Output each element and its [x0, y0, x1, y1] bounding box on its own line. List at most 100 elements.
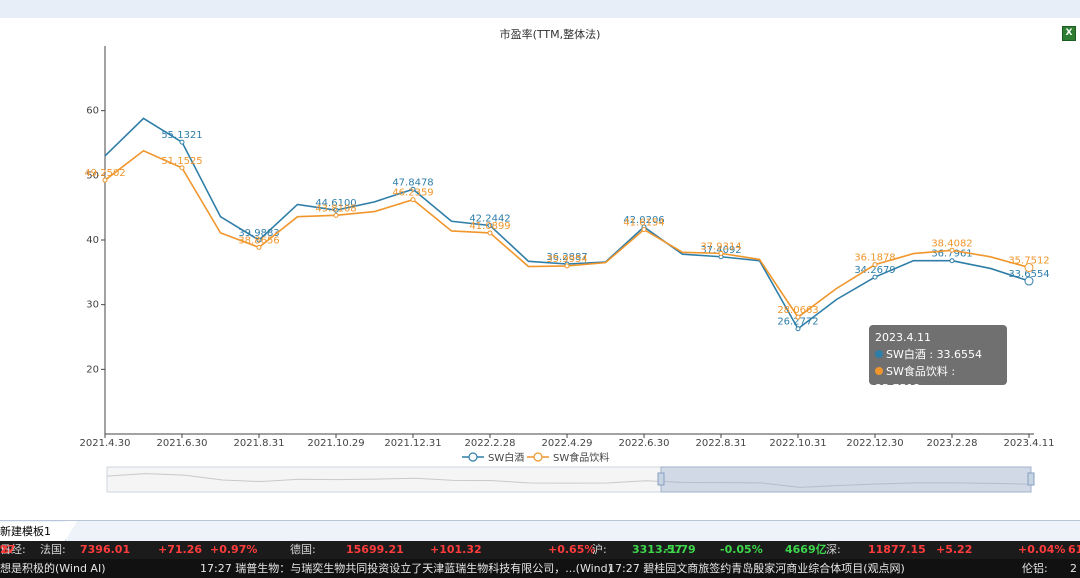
data-label: 47.8478: [392, 177, 433, 188]
ticker-item: 深:: [826, 543, 841, 556]
data-point: [795, 326, 801, 332]
data-label: 51.1525: [161, 156, 202, 167]
data-label: 42.0206: [623, 215, 664, 226]
data-point: [410, 186, 416, 192]
data-label: 28.0663: [777, 305, 818, 316]
data-point: [487, 230, 493, 236]
news-item[interactable]: 17:27 碧桂园文商旅签约青岛殷家河商业综合体项目(观点网): [608, 562, 905, 575]
data-point: [872, 274, 878, 280]
ticker-item: 7396.01: [80, 543, 131, 556]
tooltip-row-name: SW食品饮料: [886, 365, 948, 378]
data-label: 26.2772: [777, 317, 818, 328]
x-tick-label: 2021.10.29: [307, 438, 364, 449]
data-point: [179, 139, 185, 145]
data-point: [256, 244, 262, 250]
data-label: 42.2442: [469, 213, 510, 224]
news-item[interactable]: 伦铝:: [1022, 562, 1048, 575]
ticker-item: 4669亿: [785, 543, 827, 556]
tooltip-row-baijiu: SW白酒 : 33.6554: [875, 346, 1001, 363]
data-point: [795, 314, 801, 320]
data-label: 43.8108: [315, 203, 356, 214]
data-point: [564, 263, 570, 269]
legend-marker: [468, 452, 478, 462]
zoom-handle-right: [1027, 472, 1035, 486]
data-label: 38.4082: [931, 238, 972, 249]
ticker-item: 德国:: [290, 543, 316, 556]
data-label: 44.6100: [315, 198, 356, 209]
tab-template-1[interactable]: 新建模板1: [0, 521, 77, 542]
data-point: [718, 250, 724, 256]
data-label: 35.9954: [546, 254, 587, 265]
data-point: [1024, 262, 1034, 272]
data-point: [333, 212, 339, 218]
data-label: 41.6154: [623, 218, 664, 229]
x-tick-label: 2022.10.31: [769, 438, 826, 449]
ticker-item: +0.04%: [1018, 543, 1066, 556]
data-label: 46.2359: [392, 188, 433, 199]
x-tick-label: 2021.12.31: [384, 438, 441, 449]
ticker-item: 15699.21: [346, 543, 404, 556]
y-tick-label: 50: [86, 170, 99, 181]
chart-tooltip: 2023.4.11 SW白酒 : 33.6554 SW食品饮料 : 35.751…: [869, 325, 1007, 395]
news-item[interactable]: 17:27 瑞普生物：与瑞奕生物共同投资设立了天津蓝瑞生物科技有限公司，...(…: [200, 562, 612, 575]
data-point: [872, 262, 878, 268]
data-label: 38.8656: [238, 235, 279, 246]
ticker-item: 3313.57: [632, 543, 683, 556]
ticker-item: 法国:: [40, 543, 66, 556]
zoom-selected-range: [660, 466, 1032, 493]
data-point: [333, 207, 339, 213]
data-label: 39.9883: [238, 228, 279, 239]
tooltip-row-food: SW食品饮料 : 35.7512: [875, 365, 956, 395]
x-tick-label: 2022.8.31: [696, 438, 747, 449]
data-label: 33.6554: [1008, 269, 1049, 280]
x-tick-label: 2021.8.31: [234, 438, 285, 449]
food-dot-icon: [875, 367, 883, 375]
x-tick-label: 2021.6.30: [157, 438, 208, 449]
news-item[interactable]: 2: [1070, 562, 1077, 575]
x-tick-label: 2022.12.30: [846, 438, 903, 449]
data-label: 49.2502: [84, 168, 125, 179]
data-label: 41.0899: [469, 221, 510, 232]
data-label: 36.1878: [854, 253, 895, 264]
ticker-item: +101.32: [430, 543, 482, 556]
zoom-handle-left: [657, 472, 665, 486]
data-point: [949, 258, 955, 264]
data-point: [1024, 276, 1034, 286]
chart-title: 市盈率(TTM,整体法): [500, 27, 601, 41]
news-item[interactable]: 想是积极的(Wind AI): [0, 562, 106, 575]
tooltip-date: 2023.4.11: [875, 331, 931, 344]
data-label: 37.9314: [700, 241, 741, 252]
data-point: [487, 222, 493, 228]
ticker-item: -0.05%: [720, 543, 763, 556]
tooltip-row-value: 35.7512: [875, 382, 921, 395]
ticker-item: +0.65%: [548, 543, 596, 556]
sheet-tab-bar: 新建模板1: [0, 520, 1080, 542]
data-label: 36.2887: [546, 252, 587, 263]
ticker-item: 27: [0, 543, 16, 556]
top-toolbar: [0, 0, 1080, 18]
data-point: [410, 197, 416, 203]
ticker-item: 6163亿: [1068, 543, 1080, 556]
data-point: [102, 177, 108, 183]
y-tick-label: 60: [86, 106, 99, 117]
y-tick-label: 30: [86, 300, 99, 311]
market-ticker: % 法国: 7396.01 +71.26 +0.97% 德国: 15699.21 +101.3…: [0, 541, 1080, 559]
x-tick-label: 2022.6.30: [619, 438, 670, 449]
data-label: 55.1321: [161, 130, 202, 141]
excel-export-icon[interactable]: X: [1062, 26, 1076, 41]
data-point: [949, 247, 955, 253]
baijiu-dot-icon: [875, 350, 883, 358]
ticker-item: 11877.15: [868, 543, 926, 556]
pe-ratio-chart: 市盈率(TTM,整体法) 20 30 40 50 60 2021.4.30 2021.6.30…: [80, 27, 1054, 493]
ticker-item: %: [0, 543, 12, 556]
series-line: [104, 117, 1030, 330]
tooltip-row-value: 33.6554: [936, 348, 983, 361]
data-label: 35.7512: [1008, 255, 1049, 266]
y-tick-label: 40: [86, 235, 99, 246]
legend-marker: [533, 452, 543, 462]
data-point: [179, 165, 185, 171]
tooltip-row-name: SW白酒: [886, 348, 926, 361]
x-tick-label: 2022.4.29: [542, 438, 593, 449]
legend-label: SW白酒: [488, 451, 524, 464]
zoom-slider-track: [106, 466, 1032, 493]
